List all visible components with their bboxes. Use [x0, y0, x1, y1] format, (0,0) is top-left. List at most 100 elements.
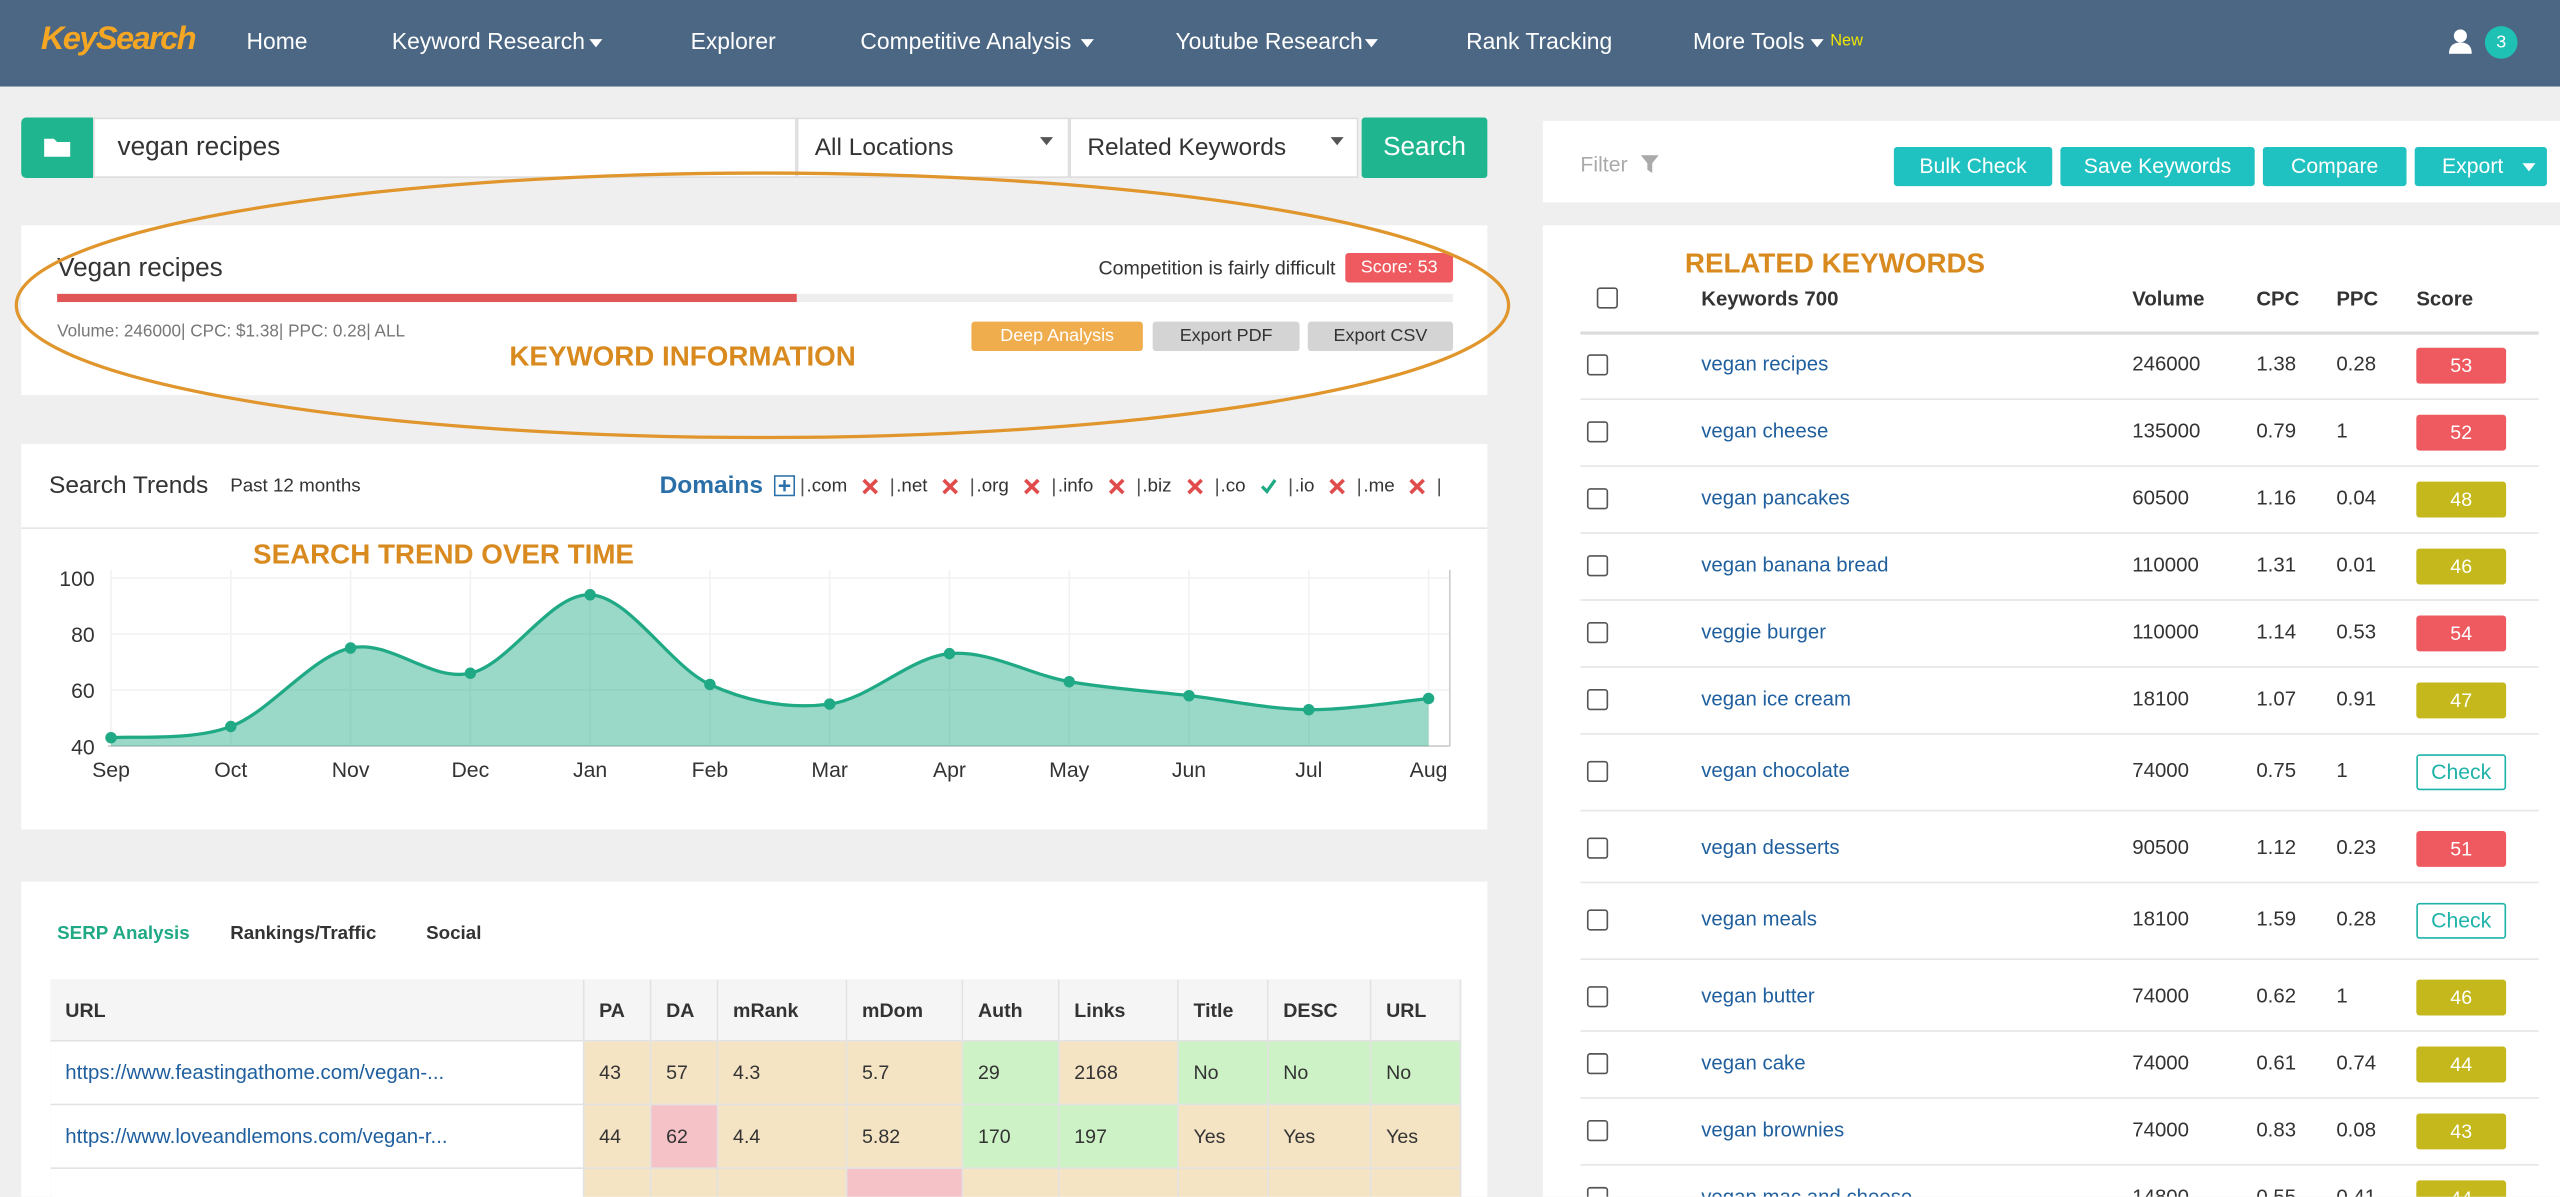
keyword-link[interactable]: vegan chocolate [1701, 759, 1850, 783]
keyword-link[interactable]: vegan recipes [1701, 352, 1829, 376]
trend-chart: Sep Oct Nov Dec Jan Feb Mar Apr May Jun Jul Aug 40 60… [59, 568, 1451, 782]
x-tick-label: May [1049, 759, 1089, 782]
caret [2522, 163, 2536, 172]
checkbox[interactable] [1586, 1119, 1609, 1142]
tab[interactable]: Social [426, 924, 482, 944]
check-button[interactable]: Check [2416, 754, 2507, 791]
user-icon[interactable] [2448, 29, 2472, 54]
trends-panel [21, 444, 1488, 830]
search-button[interactable]: Search [1361, 117, 1488, 178]
checkbox[interactable] [1586, 1053, 1609, 1075]
annotation: KEYWORD INFORMATION [509, 341, 856, 373]
compare-button[interactable]: Compare [2262, 146, 2407, 187]
unavailable-icon [1186, 478, 1203, 495]
column-header: Volume [2132, 287, 2205, 311]
column-header: Score [2416, 287, 2474, 311]
table-cell [963, 1168, 1060, 1197]
keyword-link[interactable]: vegan cheese [1701, 419, 1829, 443]
ppc: 0.28 [2336, 352, 2377, 376]
checkbox[interactable] [1586, 354, 1609, 376]
checkbox[interactable] [1586, 488, 1609, 510]
trend-point [823, 698, 836, 710]
nav-item[interactable]: Keyword Research [391, 27, 585, 54]
column-header: Title [1178, 979, 1269, 1042]
nav-item[interactable]: Explorer [690, 27, 776, 54]
cpc: 0.75 [2256, 759, 2297, 783]
check [1260, 479, 1277, 494]
checkbox[interactable] [1586, 555, 1609, 577]
nav-item[interactable]: Home [246, 27, 308, 54]
nav-item[interactable]: Rank Tracking [1466, 27, 1613, 54]
separator [1137, 477, 1140, 496]
keyword-link[interactable]: vegan ice cream [1701, 687, 1851, 711]
row-divider [1580, 666, 2539, 668]
search-input[interactable]: vegan recipes [93, 117, 797, 178]
checkbox[interactable] [1586, 986, 1609, 1008]
difficulty-bar [57, 293, 797, 303]
url-cell[interactable]: https://www.loveandlemons.com/vegan-r... [50, 1105, 585, 1169]
unavailable-icon [942, 478, 959, 495]
tab[interactable]: SERP Analysis [57, 924, 190, 944]
keyword-link[interactable]: vegan pancakes [1701, 486, 1850, 510]
checkbox[interactable] [1586, 909, 1609, 931]
keyword-link[interactable]: veggie burger [1701, 620, 1827, 644]
keyword-link[interactable]: vegan mac and cheese [1701, 1185, 1912, 1196]
filter-label[interactable]: Filter [1580, 151, 1628, 177]
table-cell: 29 [963, 1041, 1060, 1106]
table-cell: 2168 [1059, 1041, 1179, 1106]
unavailable-icon [862, 478, 878, 495]
checkbox[interactable] [1596, 287, 1618, 309]
cpc: 0.79 [2256, 419, 2297, 443]
plus-icon[interactable] [773, 475, 796, 497]
table-cell [1178, 1168, 1269, 1197]
keyword-link[interactable]: vegan cake [1701, 1051, 1806, 1075]
trends-subtitle: Past 12 months [230, 476, 361, 497]
keyword-link[interactable]: vegan butter [1701, 984, 1815, 1008]
location-select[interactable]: All Locations [796, 117, 1070, 178]
nav-item[interactable]: Youtube Research [1175, 27, 1363, 54]
table-cell: 5.82 [847, 1105, 964, 1169]
export-csv-button[interactable]: Export CSV [1307, 321, 1454, 352]
table-cell: 170 [963, 1105, 1060, 1169]
url-cell[interactable]: https://www.feastingathome.com/vegan-... [50, 1041, 585, 1106]
cpc: 1.38 [2256, 352, 2297, 376]
y-tick-label: 60 [71, 680, 95, 703]
score-badge: 44 [2416, 1180, 2507, 1197]
check-button[interactable]: Check [2416, 902, 2507, 939]
keyword-link[interactable]: vegan meals [1701, 907, 1817, 931]
save-keywords-button[interactable]: Save Keywords [2060, 146, 2255, 187]
table-cell: No [1268, 1041, 1372, 1106]
ppc: 1 [2336, 419, 2348, 443]
column-header: CPC [2256, 287, 2300, 311]
export-pdf-button[interactable]: Export PDF [1152, 321, 1300, 352]
score-badge: Score: 53 [1345, 253, 1454, 283]
separator [1052, 477, 1055, 496]
table-cell: 43 [584, 1041, 652, 1106]
domain-ext: .info [1057, 476, 1094, 497]
mode-select[interactable]: Related Keywords [1069, 117, 1359, 178]
volume: 18100 [2132, 907, 2190, 931]
deep-analysis-button[interactable]: Deep Analysis [971, 321, 1143, 352]
x-tick-label: Jul [1295, 759, 1322, 782]
tab[interactable]: Rankings/Traffic [230, 924, 377, 944]
checkbox[interactable] [1586, 1186, 1609, 1197]
checkbox[interactable] [1586, 837, 1609, 859]
row-divider [1580, 733, 2539, 735]
bulk-check-button[interactable]: Bulk Check [1893, 146, 2053, 187]
table-cell [1059, 1168, 1179, 1197]
keyword-link[interactable]: vegan banana bread [1701, 553, 1889, 577]
checkbox[interactable] [1586, 760, 1609, 783]
nav-item[interactable]: More Tools [1693, 27, 1805, 54]
notification-badge[interactable]: 3 [2484, 26, 2518, 59]
checkbox[interactable] [1586, 688, 1609, 711]
checkbox[interactable] [1586, 622, 1609, 644]
keyword-link[interactable]: vegan brownies [1701, 1118, 1845, 1142]
column-header: PA [584, 979, 652, 1042]
column-header: URL [1371, 979, 1462, 1042]
domain-ext: .co [1220, 476, 1246, 497]
unavailable-icon [1108, 478, 1125, 495]
logo[interactable]: KeySearch [40, 21, 197, 58]
nav-item[interactable]: Competitive Analysis [860, 27, 1072, 54]
checkbox[interactable] [1586, 421, 1609, 443]
keyword-link[interactable]: vegan desserts [1701, 835, 1840, 859]
